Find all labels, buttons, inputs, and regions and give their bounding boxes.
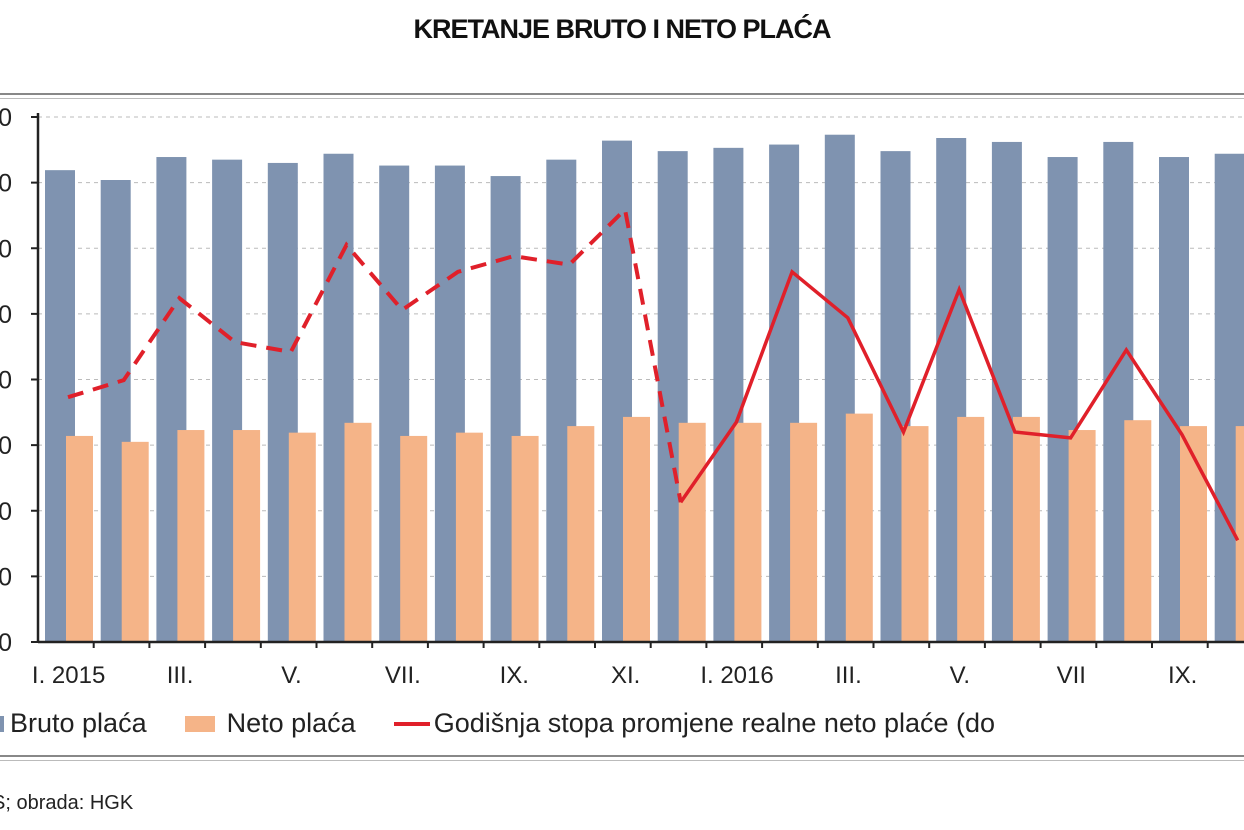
- bar-neto: [1124, 420, 1152, 642]
- chart-plot: 0 0 0 0 0 0 0 0 0 I. 2015 III. V. VII. IX. XI. I. 2016 I…: [0, 104, 1244, 689]
- x-tick-label: V.: [281, 662, 301, 689]
- y-tick-label: 0: [0, 498, 12, 526]
- bar-neto: [901, 426, 929, 642]
- bar-neto: [845, 413, 873, 642]
- x-tick-label: III.: [167, 662, 194, 689]
- bar-neto: [344, 422, 372, 642]
- legend-swatch: [0, 715, 4, 732]
- bar-neto: [790, 422, 818, 642]
- bottom-divider: [0, 755, 1244, 761]
- bar-neto: [1068, 430, 1096, 642]
- bar-neto: [678, 422, 706, 642]
- legend-item-bruto: Bruto plaća: [0, 708, 147, 739]
- x-tick-label: I. 2015: [32, 662, 105, 689]
- legend-label: Bruto plaća: [10, 708, 147, 738]
- bar-neto: [121, 441, 149, 642]
- x-tick-label: I. 2016: [700, 662, 773, 689]
- bar-neto: [66, 435, 93, 642]
- y-tick-label: 0: [0, 629, 12, 657]
- legend-swatch: [393, 721, 430, 726]
- legend: Bruto plaća Neto plaća Godišnja stopa pr…: [0, 708, 1033, 739]
- y-tick-label: 0: [0, 301, 12, 329]
- legend-swatch: [184, 715, 215, 732]
- top-divider: [0, 93, 1244, 99]
- bar-neto: [623, 416, 650, 642]
- y-tick-label: 0: [0, 235, 12, 263]
- y-tick-label: 0: [0, 170, 12, 198]
- bar-neto: [1235, 426, 1244, 642]
- x-tick-label: VII.: [385, 662, 421, 689]
- legend-item-neto: Neto plaća: [184, 708, 356, 739]
- x-tick-label: IX.: [1168, 662, 1197, 689]
- chart-title: KRETANJE BRUTO I NETO PLAĆA: [413, 14, 831, 44]
- x-tick-label: XI.: [611, 662, 640, 689]
- y-tick-label: 0: [0, 563, 12, 591]
- y-tick-label: 0: [0, 367, 12, 395]
- x-tick-label: III.: [835, 662, 862, 689]
- line-series-dashed: [67, 205, 683, 503]
- bar-neto: [511, 435, 539, 642]
- y-tick-label: 0: [0, 432, 12, 460]
- bar-neto: [567, 426, 595, 642]
- legend-label: Godišnja stopa promjene realne neto plać…: [433, 708, 996, 738]
- bar-neto: [400, 435, 428, 642]
- bar-neto: [957, 416, 985, 642]
- source-note: S; obrada: HGK: [0, 792, 134, 814]
- x-tick-label: IX.: [500, 662, 529, 689]
- bar-neto: [177, 430, 205, 642]
- bar-neto: [1180, 426, 1207, 642]
- bar-neto: [288, 432, 316, 642]
- legend-item-stopa: Godišnja stopa promjene realne neto plać…: [393, 708, 996, 739]
- y-tick-label: 0: [0, 104, 12, 132]
- bar-neto: [455, 432, 483, 642]
- legend-label: Neto plaća: [226, 708, 356, 738]
- bar-neto: [734, 422, 762, 642]
- x-tick-label: V.: [950, 662, 970, 689]
- bar-neto: [233, 430, 261, 642]
- line-series-solid: [679, 268, 1240, 542]
- bar-neto: [1012, 416, 1040, 642]
- x-tick-label: VII: [1057, 662, 1086, 689]
